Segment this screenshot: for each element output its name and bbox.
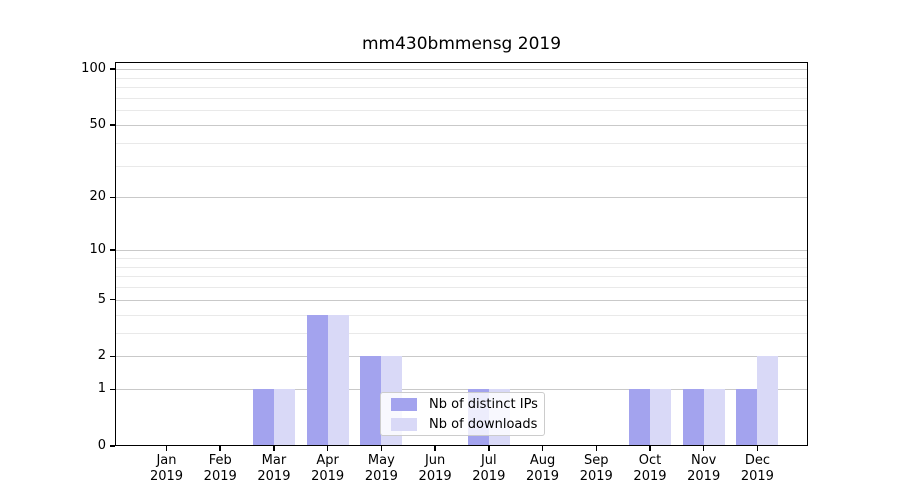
bar-mar-downloads: [273, 389, 295, 446]
x-tick-label-may: May 2019: [364, 453, 398, 484]
x-tick-feb: [219, 446, 221, 451]
gridline-minor-70: [115, 97, 808, 99]
x-tick-label-jan: Jan 2019: [149, 453, 184, 484]
x-tick-label-aug: Aug 2019: [525, 453, 560, 484]
y-tick-label-5: 5: [97, 291, 106, 307]
y-tick-label-100: 100: [81, 61, 106, 77]
y-tick-label-2: 2: [97, 348, 106, 364]
x-tick-label-sep: Sep 2019: [579, 453, 613, 484]
x-tick-aug: [541, 446, 544, 451]
bar-oct-distinct-ips: [628, 389, 650, 446]
gridline-minor-7: [115, 276, 808, 278]
y-tick-1: [109, 388, 115, 391]
x-tick-label-mar: Mar 2019: [257, 453, 291, 484]
bar-dec-downloads: [757, 356, 779, 446]
bar-apr-downloads: [327, 314, 349, 446]
x-tick-jun: [434, 446, 436, 451]
legend-label-distinct-ips: Nb of distinct IPs: [429, 396, 538, 412]
gridline-minor-6: [115, 287, 808, 289]
bar-apr-distinct-ips: [306, 314, 328, 446]
x-tick-label-jun: Jun 2019: [418, 453, 452, 484]
y-tick-100: [109, 68, 115, 70]
bar-may-distinct-ips: [360, 356, 382, 446]
x-tick-mar: [273, 446, 275, 451]
y-tick-label-20: 20: [89, 189, 106, 205]
y-tick-5: [109, 298, 115, 301]
x-tick-label-nov: Nov 2019: [687, 453, 721, 484]
chart-title: mm430bmmensg 2019: [361, 34, 562, 54]
y-tick-50: [109, 124, 115, 126]
gridline-minor-60: [115, 110, 808, 112]
y-tick-20: [109, 196, 115, 199]
gridline-minor-4: [115, 314, 808, 316]
gridline-major-20: [115, 197, 808, 199]
plot-area: Nb of distinct IPs Nb of downloads: [115, 62, 808, 446]
gridline-minor-80: [115, 87, 808, 89]
legend-swatch-distinct-ips: [391, 397, 417, 411]
bar-nov-distinct-ips: [682, 389, 704, 446]
y-tick-label-0: 0: [97, 438, 106, 453]
x-tick-label-apr: Apr 2019: [311, 453, 345, 484]
x-tick-label-dec: Dec 2019: [740, 453, 774, 484]
x-tick-label-feb: Feb 2019: [203, 453, 237, 484]
gridline-major-1: [115, 389, 808, 391]
x-tick-nov: [702, 446, 705, 451]
y-tick-2: [109, 355, 115, 358]
y-tick-10: [109, 249, 115, 251]
gridline-major-5: [115, 299, 808, 301]
x-tick-dec: [756, 446, 759, 451]
x-tick-sep: [595, 446, 597, 451]
gridline-major-50: [115, 124, 808, 126]
legend-swatch-downloads: [391, 417, 417, 431]
gridline-major-10: [115, 250, 808, 252]
x-tick-label-oct: Oct 2019: [633, 453, 667, 484]
gridline-major-100: [115, 69, 808, 71]
x-tick-jul: [488, 446, 490, 451]
legend-item-distinct-ips: Nb of distinct IPs: [389, 396, 538, 412]
gridline-minor-40: [115, 142, 808, 144]
gridline-major-2: [115, 356, 808, 358]
x-tick-label-jul: Jul 2019: [472, 453, 506, 484]
x-tick-may: [380, 446, 383, 451]
gridline-minor-90: [115, 77, 808, 79]
bar-mar-distinct-ips: [252, 389, 274, 446]
legend-label-downloads: Nb of downloads: [429, 416, 538, 432]
legend-item-downloads: Nb of downloads: [389, 416, 538, 432]
y-tick-label-50: 50: [89, 116, 106, 132]
y-tick-0: [109, 445, 115, 447]
x-tick-jan: [165, 446, 168, 451]
bar-oct-downloads: [649, 389, 671, 446]
gridline-minor-9: [115, 258, 808, 259]
bar-nov-downloads: [703, 389, 725, 446]
y-tick-label-10: 10: [89, 242, 106, 258]
x-tick-apr: [326, 446, 329, 451]
y-tick-label-1: 1: [97, 381, 106, 397]
x-tick-oct: [649, 446, 651, 451]
bar-dec-distinct-ips: [736, 389, 758, 446]
legend: Nb of distinct IPs Nb of downloads: [380, 392, 545, 436]
gridline-minor-3: [115, 332, 808, 334]
gridline-minor-8: [115, 266, 808, 268]
gridline-minor-30: [115, 165, 808, 167]
